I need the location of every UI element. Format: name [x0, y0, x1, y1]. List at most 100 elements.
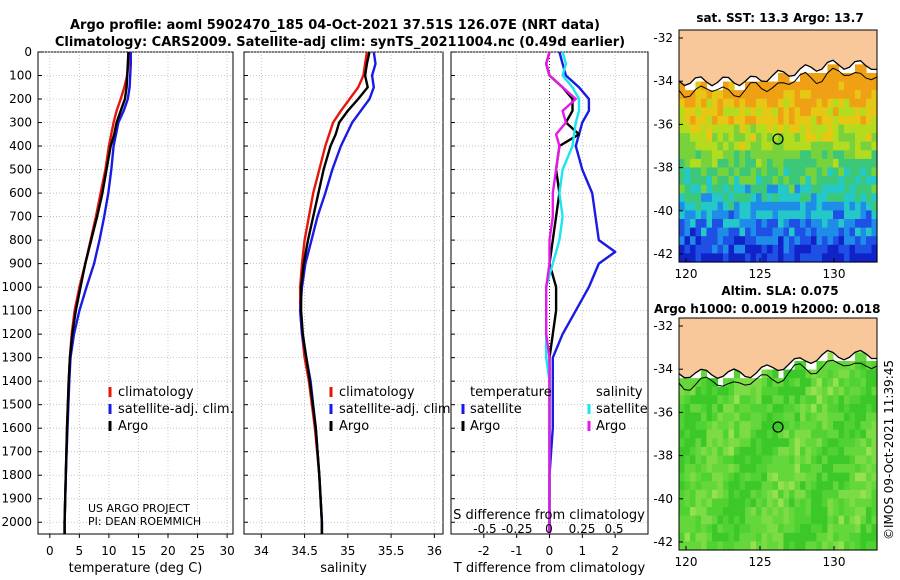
map-pixel	[827, 236, 834, 246]
map-pixel	[860, 507, 867, 517]
map-pixel	[860, 386, 867, 396]
map-pixel	[745, 124, 752, 134]
map-pixel	[772, 193, 779, 203]
map-pixel	[827, 507, 834, 517]
map-pixel	[761, 184, 768, 194]
y-tick-label: 0	[24, 45, 32, 59]
map-pixel	[800, 524, 807, 534]
map-pixel	[728, 446, 735, 457]
map-pixel	[844, 115, 851, 126]
map-pixel	[695, 219, 702, 229]
map-pixel	[739, 98, 746, 108]
map-pixel	[712, 124, 719, 134]
map-pixel	[728, 507, 735, 517]
map-pixel	[684, 489, 691, 500]
map-pixel	[745, 378, 752, 388]
map-pixel	[833, 64, 840, 74]
map-pixel	[767, 98, 774, 108]
map-pixel	[679, 141, 686, 151]
map-pixel	[772, 184, 779, 194]
map-pixel	[679, 244, 686, 254]
map-pixel	[706, 176, 713, 186]
map-pixel	[794, 524, 801, 534]
map-pixel	[706, 133, 713, 143]
map-pixel	[701, 115, 708, 126]
map-pixel	[734, 115, 741, 126]
map-pixel	[706, 244, 713, 254]
map-pixel	[772, 124, 779, 134]
map-pixel	[811, 498, 818, 508]
map-pixel	[849, 210, 856, 220]
map-pixel	[816, 403, 823, 414]
x-tick-label-salinity-diff: 0.5	[604, 522, 623, 536]
map-pixel	[684, 184, 691, 194]
lon-tick-label: 125	[749, 267, 772, 281]
map-pixel	[684, 438, 691, 448]
map-pixel	[767, 107, 774, 117]
map-pixel	[717, 395, 724, 405]
map-pixel	[800, 227, 807, 237]
map-pixel	[706, 507, 713, 517]
map-pixel	[778, 515, 785, 525]
map-pixel	[750, 201, 757, 212]
map-pixel	[767, 124, 774, 134]
map-pixel	[684, 167, 691, 177]
map-pixel	[866, 98, 873, 108]
x-tick-label: 15	[131, 544, 146, 558]
map-pixel	[717, 403, 724, 414]
map-pixel	[734, 150, 741, 160]
map-pixel	[838, 541, 845, 551]
map-pixel	[827, 201, 834, 212]
map-pixel	[717, 90, 724, 100]
map-pixel	[695, 515, 702, 525]
map-pixel	[783, 515, 790, 525]
map-pixel	[849, 395, 856, 405]
map-pixel	[800, 472, 807, 482]
map-pixel	[833, 438, 840, 448]
map-pixel	[778, 438, 785, 448]
map-pixel	[827, 227, 834, 237]
map-pixel	[728, 481, 735, 491]
map-pixel	[783, 524, 790, 534]
map-pixel	[712, 98, 719, 108]
lat-tick-label: -36	[653, 405, 673, 419]
map-pixel	[728, 244, 735, 254]
map-pixel	[684, 98, 691, 108]
map-pixel	[695, 446, 702, 457]
map-pixel	[739, 481, 746, 491]
map-pixel	[855, 158, 862, 169]
map-pixel	[767, 133, 774, 143]
map-pixel	[800, 403, 807, 414]
map-pixel	[871, 81, 878, 91]
map-pixel	[855, 464, 862, 474]
map-pixel	[855, 253, 862, 263]
map-pixel	[706, 236, 713, 246]
map-pixel	[789, 201, 796, 212]
map-pixel	[805, 158, 812, 169]
map-pixel	[811, 184, 818, 194]
map-pixel	[745, 498, 752, 508]
map-pixel	[778, 253, 785, 263]
map-pixel	[783, 498, 790, 508]
map-pixel	[860, 429, 867, 439]
map-pixel	[734, 158, 741, 169]
map-pixel	[794, 429, 801, 439]
y-tick-label: 700	[9, 210, 32, 224]
map-pixel	[816, 446, 823, 457]
map-pixel	[871, 150, 878, 160]
map-pixel	[734, 244, 741, 254]
map-pixel	[866, 184, 873, 194]
map-pixel	[844, 481, 851, 491]
map-pixel	[871, 193, 878, 203]
map-pixel	[816, 115, 823, 126]
map-pixel	[805, 515, 812, 525]
map-pixel	[690, 227, 697, 237]
map-pixel	[871, 541, 878, 551]
map-pixel	[855, 489, 862, 500]
map-pixel	[772, 369, 779, 379]
map-pixel	[833, 489, 840, 500]
map-pixel	[739, 412, 746, 422]
map-pixel	[794, 515, 801, 525]
map-pixel	[717, 184, 724, 194]
map-pixel	[739, 124, 746, 134]
